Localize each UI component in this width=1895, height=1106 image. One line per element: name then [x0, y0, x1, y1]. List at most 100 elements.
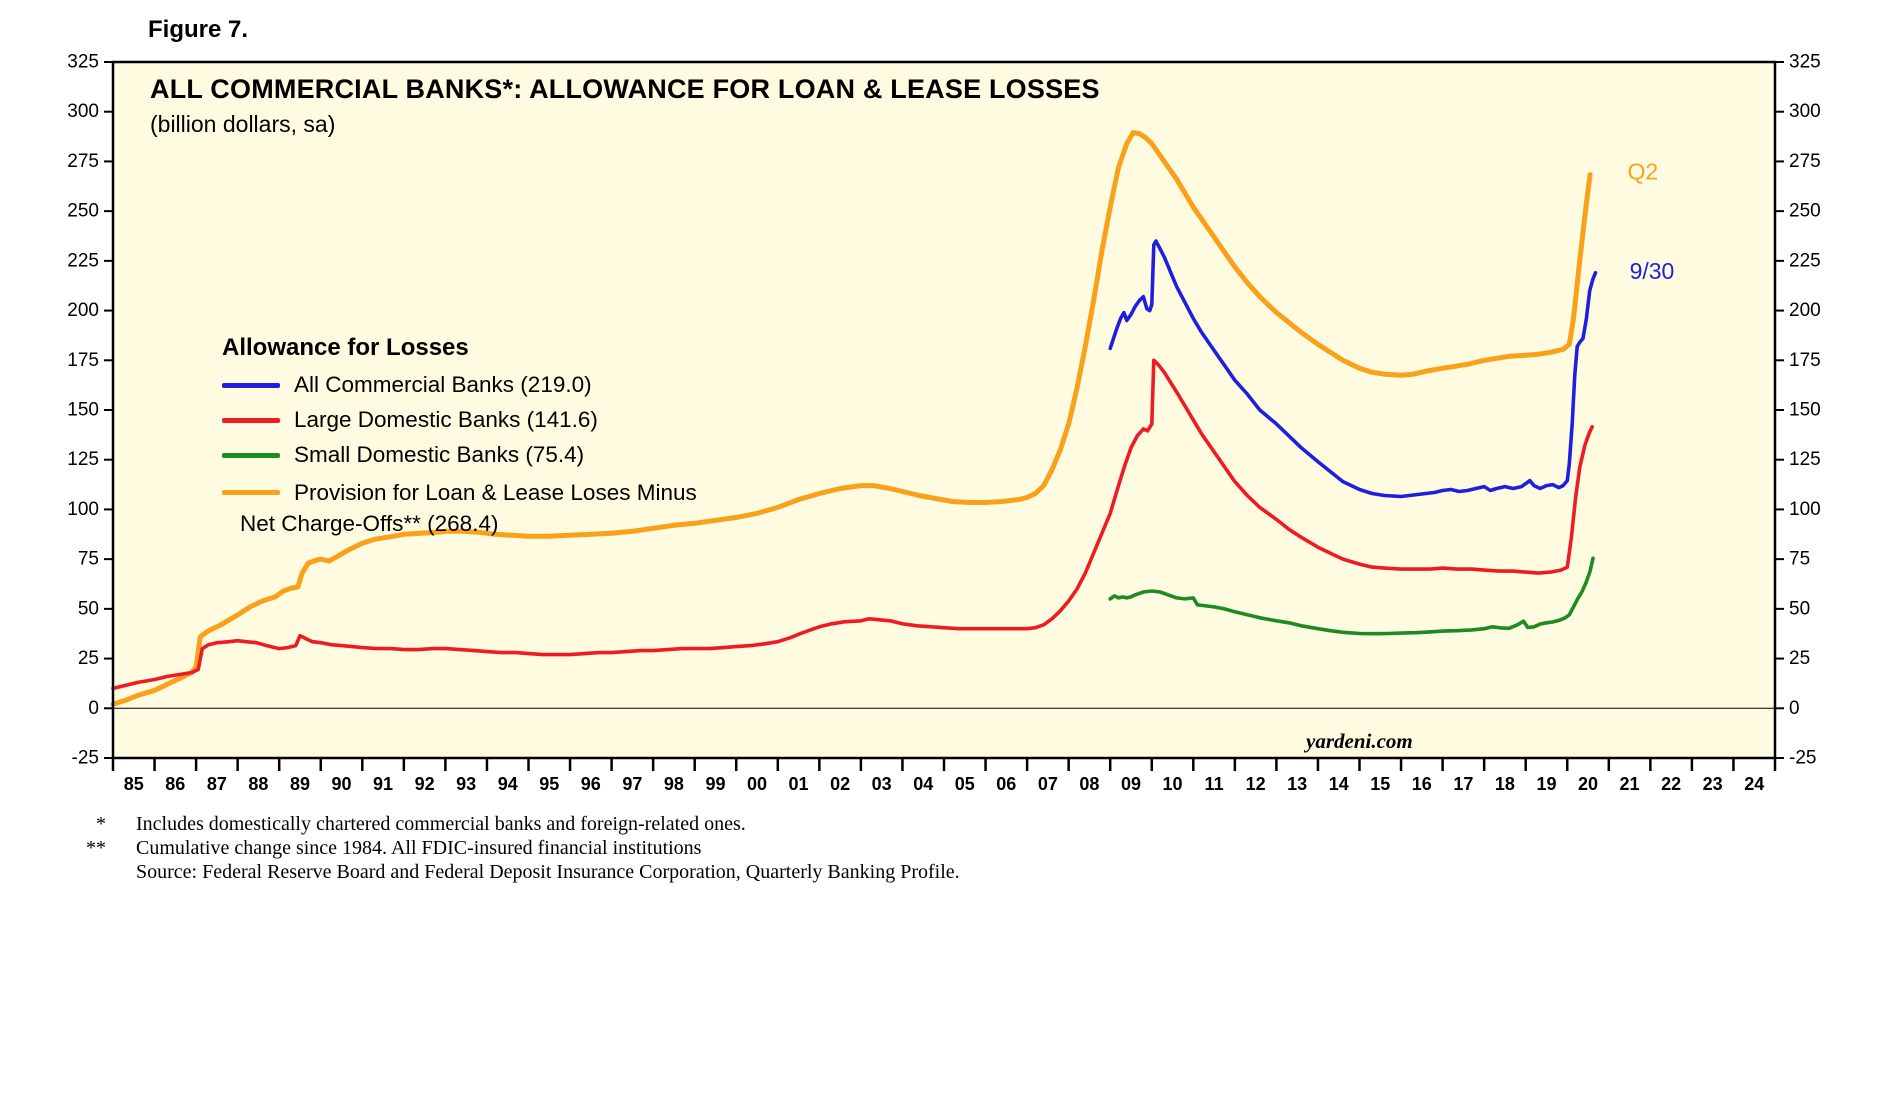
- footnote-text-3: Source: Federal Reserve Board and Federa…: [136, 861, 960, 883]
- legend-item-provision: Provision for Loan & Lease Loses Minus N…: [222, 477, 697, 539]
- x-tick-label: 04: [913, 774, 933, 794]
- y-tick-label-right: 325: [1789, 52, 1821, 73]
- x-tick-label: 09: [1121, 774, 1141, 794]
- x-tick-label: 15: [1370, 774, 1390, 794]
- x-tick-label: 86: [165, 774, 185, 794]
- y-tick-label-right: 75: [1789, 549, 1810, 570]
- x-tick-label: 89: [290, 774, 310, 794]
- x-tick-label: 03: [872, 774, 892, 794]
- legend-item-large-domestic: Large Domestic Banks (141.6): [222, 407, 697, 433]
- footnote-row-3: Source: Federal Reserve Board and Federa…: [58, 860, 960, 884]
- figure-label: Figure 7.: [148, 16, 249, 43]
- x-tick-label: 19: [1536, 774, 1556, 794]
- x-tick-label: 01: [789, 774, 809, 794]
- y-tick-label-left: 275: [67, 151, 99, 172]
- legend-item-small-domestic: Small Domestic Banks (75.4): [222, 442, 697, 468]
- footnote-marker-1: *: [96, 813, 106, 835]
- legend-swatch-all-commercial: [222, 382, 280, 388]
- x-tick-label: 17: [1453, 774, 1473, 794]
- legend-label-provision: Provision for Loan & Lease Loses Minus N…: [240, 477, 697, 539]
- x-tick-label: 99: [705, 774, 725, 794]
- x-tick-label: 93: [456, 774, 476, 794]
- x-tick-label: 12: [1246, 774, 1266, 794]
- y-tick-label-right: 150: [1789, 400, 1821, 421]
- x-tick-label: 06: [996, 774, 1016, 794]
- x-tick-label: 90: [332, 774, 352, 794]
- legend-label-large-domestic: Large Domestic Banks (141.6): [294, 407, 598, 432]
- x-tick-label: 97: [622, 774, 642, 794]
- x-tick-label: 05: [955, 774, 975, 794]
- footnote-row-1: * Includes domestically chartered commer…: [58, 812, 960, 836]
- y-tick-label-right: 25: [1789, 648, 1810, 669]
- x-tick-label: 20: [1578, 774, 1598, 794]
- x-tick-label: 10: [1163, 774, 1183, 794]
- footnote-row-2: ** Cumulative change since 1984. All FDI…: [58, 836, 960, 860]
- y-tick-label-right: 200: [1789, 300, 1821, 321]
- y-tick-label-left: -25: [72, 748, 99, 769]
- y-tick-label-right: 0: [1789, 698, 1800, 719]
- x-tick-label: 02: [830, 774, 850, 794]
- y-tick-label-left: 25: [78, 648, 99, 669]
- y-tick-label-right: 50: [1789, 598, 1810, 619]
- x-tick-label: 21: [1620, 774, 1640, 794]
- y-tick-label-left: 325: [67, 52, 99, 73]
- legend: Allowance for Losses All Commercial Bank…: [222, 334, 697, 548]
- legend-swatch-provision: [222, 490, 280, 495]
- y-tick-label-left: 200: [67, 300, 99, 321]
- x-tick-label: 91: [373, 774, 393, 794]
- x-tick-label: 22: [1661, 774, 1681, 794]
- plot-border: [111, 60, 1777, 760]
- annotation-9-30: 9/30: [1630, 258, 1675, 284]
- x-tick-label: 16: [1412, 774, 1432, 794]
- y-tick-label-left: 300: [67, 101, 99, 122]
- plot-area: [113, 62, 1775, 758]
- x-tick-label: 07: [1038, 774, 1058, 794]
- annotation-q2: Q2: [1627, 158, 1658, 184]
- footnote-text-1: Includes domestically chartered commerci…: [136, 813, 746, 835]
- x-tick-label: 08: [1079, 774, 1099, 794]
- y-tick-label-left: 50: [78, 598, 99, 619]
- x-tick-label: 88: [248, 774, 268, 794]
- y-tick-label-right: 125: [1789, 449, 1821, 470]
- series-line-all-commercial: [1108, 239, 1598, 499]
- y-tick-label-left: 175: [67, 350, 99, 371]
- footnote-text-2: Cumulative change since 1984. All FDIC-i…: [136, 837, 702, 859]
- x-tick-label: 00: [747, 774, 767, 794]
- y-tick-label-left: 225: [67, 250, 99, 271]
- x-tick-label: 14: [1329, 774, 1349, 794]
- y-tick-label-left: 100: [67, 499, 99, 520]
- y-tick-label-right: 250: [1789, 201, 1821, 222]
- legend-item-all-commercial: All Commercial Banks (219.0): [222, 372, 697, 398]
- legend-label-small-domestic: Small Domestic Banks (75.4): [294, 442, 585, 467]
- x-tick-label: 23: [1703, 774, 1723, 794]
- x-tick-label: 18: [1495, 774, 1515, 794]
- legend-heading: Allowance for Losses: [222, 334, 469, 361]
- series-line-large-domestic: [111, 358, 1594, 691]
- watermark-yardeni: yardeni.com: [1306, 729, 1413, 753]
- y-tick-label-left: 250: [67, 201, 99, 222]
- x-tick-label: 92: [415, 774, 435, 794]
- y-tick-label-left: 125: [67, 449, 99, 470]
- chart-title: ALL COMMERCIAL BANKS*: ALLOWANCE FOR LOA…: [150, 74, 1100, 104]
- x-tick-label: 94: [498, 774, 518, 794]
- y-tick-label-right: 175: [1789, 350, 1821, 371]
- chart-subtitle: (billion dollars, sa): [150, 111, 336, 137]
- y-tick-label-right: 275: [1789, 151, 1821, 172]
- x-tick-label: 96: [581, 774, 601, 794]
- legend-label-provision-line2: Net Charge-Offs** (268.4): [240, 511, 499, 536]
- y-tick-label-right: 225: [1789, 250, 1821, 271]
- x-tick-label: 98: [664, 774, 684, 794]
- x-tick-label: 11: [1205, 774, 1224, 794]
- y-tick-label-right: -25: [1789, 748, 1816, 769]
- y-tick-label-left: 150: [67, 400, 99, 421]
- y-tick-label-right: 300: [1789, 101, 1821, 122]
- legend-swatch-small-domestic: [222, 452, 280, 458]
- x-tick-label: 85: [124, 774, 144, 794]
- legend-label-provision-line1: Provision for Loan & Lease Loses Minus: [294, 480, 697, 505]
- footnotes: * Includes domestically chartered commer…: [58, 812, 960, 884]
- footnote-marker-2: **: [86, 837, 106, 859]
- y-tick-label-left: 0: [88, 698, 99, 719]
- x-tick-label: 87: [207, 774, 227, 794]
